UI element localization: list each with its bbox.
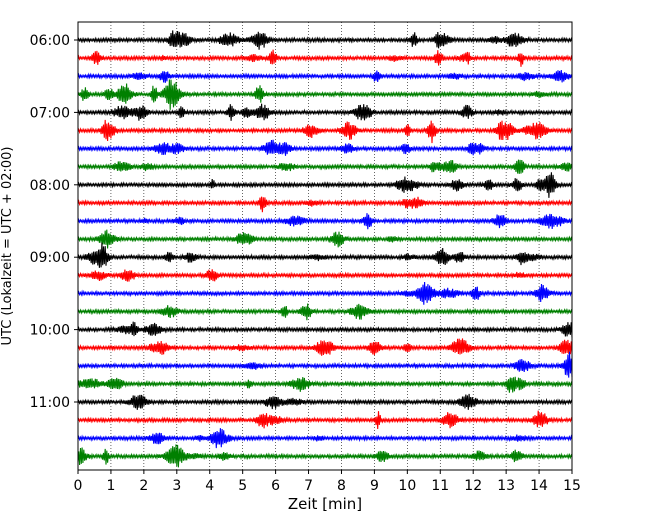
trace-0600	[77, 30, 573, 50]
trace-1015	[77, 338, 573, 356]
x-tick-label: 9	[370, 478, 379, 494]
x-axis-label: Zeit [min]	[288, 495, 362, 513]
trace-0715	[77, 119, 573, 144]
trace-0745	[77, 159, 573, 174]
x-tick-label: 14	[530, 478, 548, 494]
trace-0930	[77, 281, 573, 305]
y-axis-ticks: 06:00 07:00 08:00 09:00 10:00 11:00	[30, 33, 78, 411]
trace-1030	[77, 351, 573, 378]
x-tick-label: 11	[431, 478, 449, 494]
y-tick-label: 09:00	[30, 250, 70, 266]
x-tick-label: 6	[271, 478, 280, 494]
trace-0700	[77, 103, 573, 121]
trace-1045	[77, 376, 573, 393]
y-tick-label: 06:00	[30, 33, 70, 49]
x-tick-label: 7	[304, 478, 313, 494]
y-tick-label: 11:00	[30, 395, 70, 411]
trace-1130	[77, 428, 573, 449]
trace-0645	[77, 79, 573, 110]
y-tick-label: 10:00	[30, 323, 70, 339]
y-tick-label: 07:00	[30, 105, 70, 121]
x-tick-label: 8	[337, 478, 346, 494]
trace-0815	[77, 196, 573, 213]
x-tick-label: 12	[464, 478, 482, 494]
trace-0915	[77, 269, 573, 282]
x-tick-label: 1	[106, 478, 115, 494]
trace-0630	[77, 69, 573, 83]
trace-0800	[77, 172, 573, 198]
trace-1115	[77, 410, 573, 430]
plot-frame	[77, 21, 573, 471]
y-axis-label: UTC (Lokalzeit = UTC + 02:00)	[0, 147, 15, 346]
seismic-traces	[77, 30, 573, 468]
trace-0615	[77, 49, 573, 67]
trace-0845	[77, 229, 573, 249]
trace-0730	[77, 139, 573, 156]
x-tick-label: 13	[497, 478, 515, 494]
x-tick-label: 0	[74, 478, 83, 494]
trace-0900	[77, 242, 573, 268]
x-tick-label: 3	[172, 478, 181, 494]
y-tick-label: 08:00	[30, 178, 70, 194]
x-tick-label: 2	[139, 478, 148, 494]
x-tick-label: 5	[238, 478, 247, 494]
trace-1145	[77, 444, 573, 468]
trace-1100	[77, 393, 573, 410]
x-tick-label: 4	[205, 478, 214, 494]
x-tick-label: 10	[398, 478, 416, 494]
trace-0830	[77, 213, 573, 230]
x-axis-ticks: 0 1 2 3 4 5 6 7 8 9 10 11 12 13 14 15	[74, 470, 581, 494]
trace-1000	[77, 321, 573, 338]
trace-0945	[77, 303, 573, 321]
x-tick-label: 15	[563, 478, 581, 494]
